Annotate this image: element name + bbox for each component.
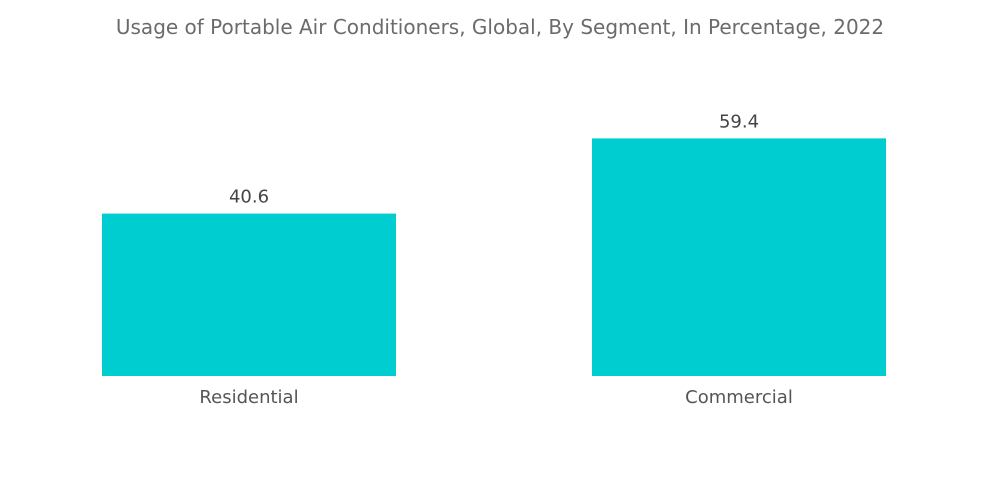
value-label-residential: 40.6 [229,187,269,208]
category-label-residential: Residential [199,387,298,408]
bars-layer: 40.6 Residential 59.4 Commercial [102,111,886,408]
bar-residential [102,213,396,376]
value-label-commercial: 59.4 [719,111,759,132]
chart-title: Usage of Portable Air Conditioners, Glob… [115,15,885,39]
category-label-commercial: Commercial [685,387,793,408]
bar-commercial [592,138,886,376]
